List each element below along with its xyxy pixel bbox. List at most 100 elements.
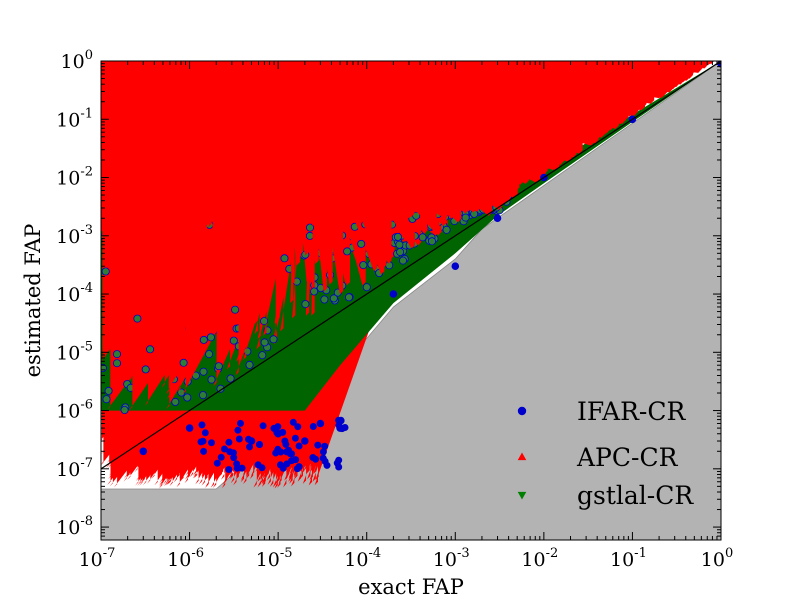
apc-cr-point bbox=[614, 61, 697, 70]
legend-label-ifar-cr: IFAR-CR bbox=[577, 397, 687, 426]
y-tick-label: 100 bbox=[61, 48, 93, 73]
ifar-cr-point bbox=[254, 461, 262, 469]
ifar-cr-point bbox=[260, 317, 269, 326]
ifar-cr-point bbox=[493, 214, 502, 222]
ifar-cr-point bbox=[198, 421, 206, 429]
apc-cr-point bbox=[681, 61, 709, 64]
apc-cr-point bbox=[185, 61, 206, 213]
legend-label-apc-cr: APC-CR bbox=[576, 443, 679, 472]
apc-cr-point bbox=[670, 61, 712, 65]
ifar-cr-point bbox=[141, 365, 150, 374]
ifar-cr-point bbox=[442, 225, 451, 234]
legend-marker-ifar-cr bbox=[517, 406, 527, 416]
apc-cr-point bbox=[644, 61, 707, 68]
ifar-cr-point bbox=[258, 351, 267, 360]
ifar-cr-point bbox=[120, 405, 129, 414]
apc-cr-point bbox=[674, 61, 708, 65]
ifar-cr-point bbox=[139, 447, 148, 456]
apc-cr-point bbox=[715, 61, 716, 62]
ifar-cr-point bbox=[280, 254, 289, 263]
ifar-cr-point bbox=[205, 350, 214, 359]
apc-cr-point bbox=[707, 61, 709, 62]
ifar-cr-point bbox=[343, 247, 352, 256]
ifar-cr-point bbox=[208, 439, 215, 447]
x-tick-label: 10-2 bbox=[521, 546, 558, 571]
apc-cr-point bbox=[673, 61, 713, 65]
ifar-cr-point bbox=[289, 418, 297, 426]
y-tick-label: 10-5 bbox=[56, 339, 93, 364]
ifar-cr-point bbox=[235, 435, 243, 443]
apc-cr-point bbox=[311, 61, 315, 316]
ifar-cr-point bbox=[206, 333, 215, 342]
apc-cr-point bbox=[710, 61, 711, 62]
apc-cr-point bbox=[717, 61, 718, 62]
apc-cr-point bbox=[635, 61, 709, 69]
ifar-cr-point bbox=[199, 367, 208, 376]
apc-cr-point bbox=[638, 61, 702, 68]
ifar-cr-point bbox=[198, 391, 207, 400]
ifar-cr-point bbox=[305, 223, 314, 232]
x-axis-title: exact FAP bbox=[358, 575, 464, 599]
x-tick-label: 10-1 bbox=[610, 546, 647, 571]
ifar-cr-point bbox=[274, 429, 282, 438]
ifar-cr-point bbox=[246, 443, 253, 451]
ifar-cr-point bbox=[418, 233, 427, 242]
ifar-cr-point bbox=[294, 423, 302, 431]
legend-label-gstlal-cr: gstlal-CR bbox=[577, 481, 694, 510]
ifar-cr-point bbox=[301, 437, 309, 445]
ifar-cr-point bbox=[199, 335, 208, 344]
ifar-cr-point bbox=[461, 213, 470, 222]
ifar-cr-point bbox=[133, 314, 142, 323]
ifar-cr-point bbox=[179, 358, 188, 367]
apc-cr-point bbox=[398, 61, 633, 110]
ifar-cr-point bbox=[291, 434, 299, 442]
ifar-cr-point bbox=[233, 460, 241, 468]
apc-cr-point bbox=[633, 61, 705, 69]
ifar-cr-point bbox=[305, 231, 314, 240]
apc-cr-point bbox=[682, 61, 715, 64]
ifar-cr-point bbox=[336, 424, 344, 432]
ifar-cr-point bbox=[321, 442, 329, 450]
ifar-cr-point bbox=[396, 247, 405, 256]
ifar-cr-point bbox=[314, 441, 322, 449]
apc-cr-point bbox=[203, 61, 214, 218]
ifar-cr-point bbox=[207, 375, 216, 384]
ifar-cr-point bbox=[225, 438, 233, 446]
ifar-cr-point bbox=[199, 437, 207, 445]
apc-cr-point bbox=[101, 61, 188, 218]
apc-cr-point bbox=[650, 61, 708, 67]
ifar-cr-point bbox=[213, 459, 221, 467]
y-tick-label: 10-7 bbox=[56, 456, 93, 481]
apc-cr-point bbox=[642, 61, 709, 68]
ifar-cr-point bbox=[295, 442, 303, 450]
ifar-cr-point bbox=[226, 448, 234, 456]
ifar-cr-point bbox=[398, 256, 407, 265]
y-tick-label: 10-4 bbox=[56, 281, 93, 306]
ifar-cr-point bbox=[214, 362, 223, 371]
ifar-cr-point bbox=[201, 429, 209, 437]
ifar-cr-point bbox=[288, 457, 296, 465]
ifar-cr-point bbox=[393, 232, 402, 241]
ifar-cr-point bbox=[310, 287, 319, 296]
ifar-cr-point bbox=[185, 424, 194, 432]
apc-cr-point bbox=[612, 61, 700, 71]
ifar-cr-point bbox=[216, 384, 225, 393]
ifar-cr-point bbox=[171, 397, 180, 406]
ifar-cr-point bbox=[247, 437, 256, 445]
y-axis-title: estimated FAP bbox=[21, 224, 45, 378]
apc-cr-point bbox=[715, 61, 716, 62]
ifar-cr-point bbox=[295, 463, 303, 471]
gray-region bbox=[101, 61, 721, 540]
ifar-cr-point bbox=[234, 426, 242, 434]
ifar-cr-point bbox=[255, 441, 263, 448]
ifar-cr-point bbox=[321, 457, 329, 465]
legend-marker-apc-cr bbox=[517, 452, 527, 461]
apc-cr-point bbox=[625, 61, 705, 70]
apc-cr-point bbox=[682, 61, 713, 64]
ifar-cr-point bbox=[229, 336, 238, 345]
ifar-cr-point bbox=[412, 211, 421, 220]
x-tick-label: 10-7 bbox=[79, 546, 116, 571]
apc-cr-point bbox=[625, 61, 699, 69]
apc-cr-point bbox=[216, 61, 220, 219]
